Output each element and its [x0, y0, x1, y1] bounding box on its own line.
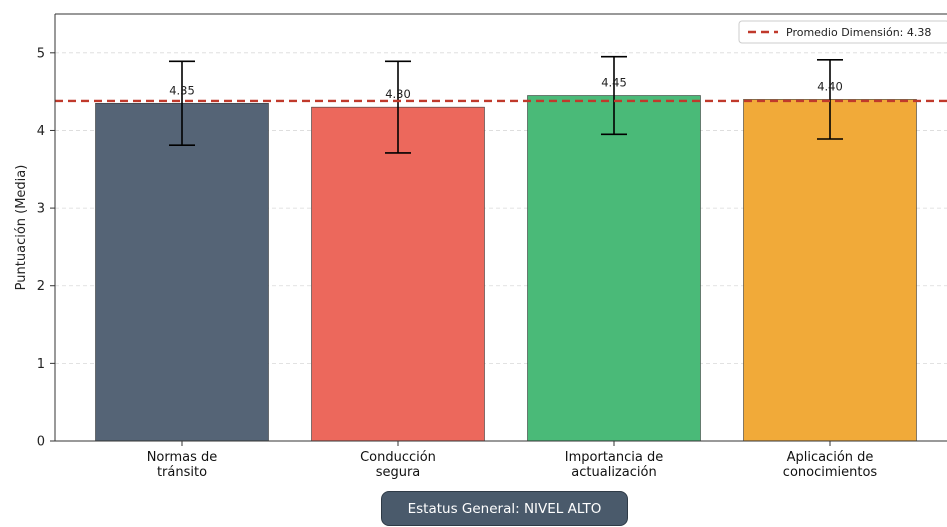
x-tick-label: Normas de tránsito — [147, 450, 218, 480]
x-tick-label-line: segura — [376, 465, 421, 480]
x-tick-label-line: actualización — [571, 465, 656, 480]
error-bar — [169, 60, 195, 147]
x-tick-label: Importancia de actualización — [565, 450, 663, 480]
y-tick-label: 0 — [37, 435, 45, 450]
x-tick-label-line: Importancia de — [565, 450, 663, 465]
y-tick-label: 3 — [37, 202, 45, 217]
x-tick-label-line: tránsito — [157, 465, 207, 480]
bar — [743, 99, 917, 442]
y-tick-label: 5 — [37, 46, 45, 61]
y-tick-label: 4 — [37, 124, 45, 139]
bar — [95, 102, 269, 442]
error-bar — [601, 55, 627, 136]
y-tick-label: 2 — [37, 279, 45, 294]
data-label: 4.45 — [601, 76, 627, 90]
status-badge: Estatus General: NIVEL ALTO — [381, 491, 628, 526]
error-bar — [817, 59, 843, 140]
x-tick-label-line: Conducción — [360, 450, 436, 465]
x-tick-label-line: Normas de — [147, 450, 218, 465]
bar — [527, 95, 701, 442]
legend-label: Promedio Dimensión: 4.38 — [786, 26, 931, 39]
y-tick-label: 1 — [37, 357, 45, 372]
x-tick-label-line: Aplicación de — [787, 450, 874, 465]
data-label: 4.40 — [817, 79, 843, 93]
data-label: 4.30 — [385, 87, 411, 101]
x-tick-label-line: conocimientos — [783, 465, 878, 480]
legend: Promedio Dimensión: 4.38 — [738, 20, 947, 44]
y-axis-title: Puntuación (Media) — [14, 165, 29, 291]
bar — [311, 106, 485, 442]
data-label: 4.35 — [169, 83, 195, 97]
legend-box — [738, 20, 947, 44]
x-tick-label: Conducción segura — [360, 450, 436, 480]
x-tick-label: Aplicación de conocimientos — [783, 450, 878, 480]
error-bar — [385, 60, 411, 154]
